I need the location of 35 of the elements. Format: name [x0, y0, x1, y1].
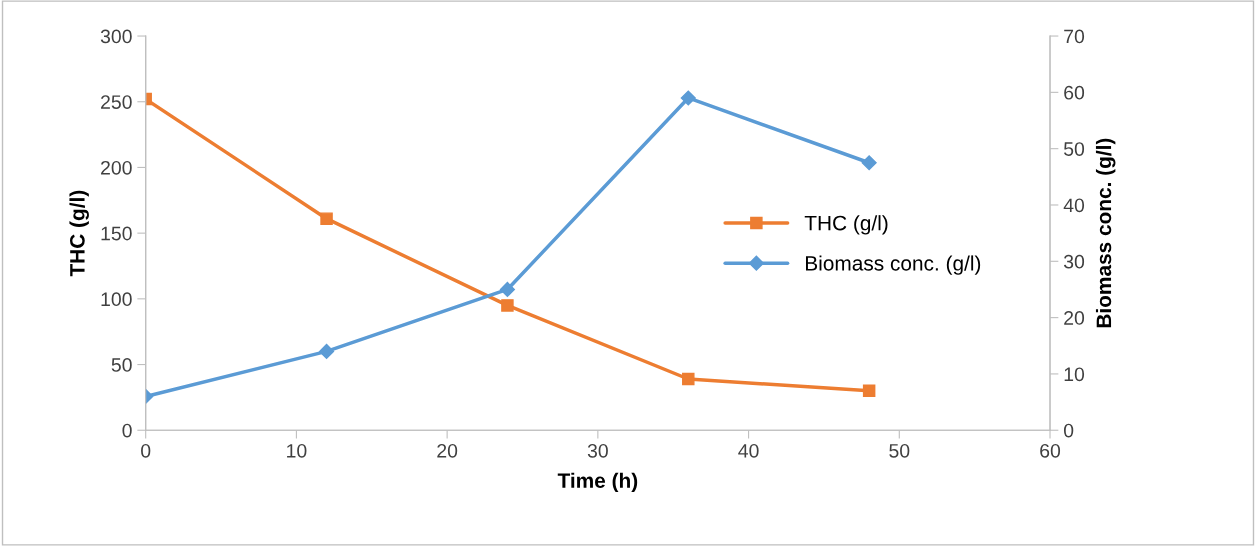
y2-tick-label: 10: [1064, 367, 1085, 382]
x-tick-label: 0: [141, 443, 151, 458]
y2-tick-label: 30: [1063, 254, 1085, 269]
y-tick-label: 50: [111, 358, 132, 372]
x-tick-label: 10: [287, 443, 307, 458]
y-tick-label: 250: [101, 95, 132, 109]
y2-tick-label: 40: [1063, 198, 1085, 213]
y2-tick-label: 70: [1064, 29, 1085, 44]
x-tick-label: 40: [738, 443, 759, 458]
y2-axis-title: Biomass conc. (g/l): [1095, 138, 1116, 328]
legend-label: THC (g/l): [804, 215, 888, 235]
y2-tick-label: 60: [1064, 85, 1085, 100]
y2-tick-label: 50: [1063, 142, 1085, 156]
y-tick-label: 100: [101, 292, 132, 307]
point: [680, 90, 696, 106]
point: [499, 281, 515, 298]
point: [318, 343, 335, 359]
point: [682, 372, 695, 386]
y-tick-label: 150: [101, 226, 132, 241]
legend-label: Biomass conc. (g/l): [806, 255, 981, 275]
point: [320, 212, 333, 225]
y-tick-label: 0: [122, 423, 132, 438]
x-tick-label: 30: [587, 443, 608, 458]
y2-tick-label: 20: [1064, 311, 1085, 325]
point: [861, 155, 877, 171]
y-tick-label: 300: [100, 29, 132, 44]
y-tick-label: 200: [101, 160, 132, 175]
point: [501, 299, 514, 312]
y-axis-title: THC (g/l): [69, 190, 89, 277]
x-tick-label: 20: [437, 443, 458, 458]
point: [862, 384, 876, 398]
x-tick-label: 50: [889, 443, 910, 458]
x-axis-title: Time (h): [557, 472, 638, 493]
x-tick-label: 60: [1040, 443, 1061, 458]
y2-tick-label: 0: [1063, 423, 1074, 438]
